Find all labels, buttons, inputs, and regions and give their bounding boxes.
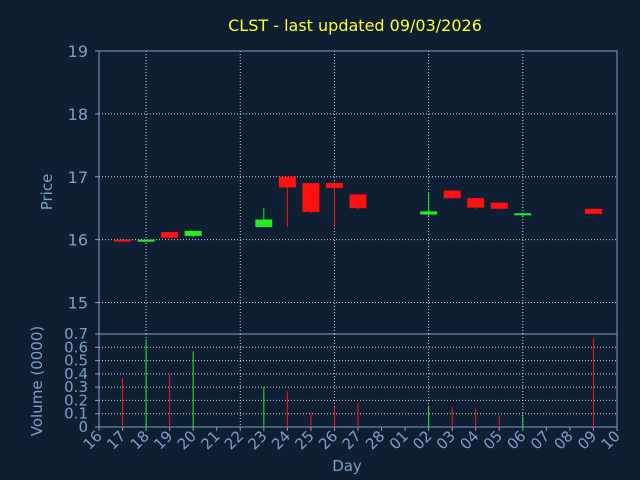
- candle-body: [584, 208, 602, 214]
- x-ticks: 1617181920212223242526272801020304050607…: [80, 427, 624, 453]
- x-tick-label: 26: [315, 427, 341, 453]
- x-tick-label: 04: [456, 427, 482, 453]
- volume-tick-label: 0: [78, 418, 88, 436]
- price-tick-label: 19: [68, 42, 88, 61]
- candle-body: [161, 232, 179, 238]
- volume-tick-label: 0.5: [64, 352, 88, 370]
- volume-tick-label: 0.3: [64, 378, 88, 396]
- candle-body: [467, 198, 485, 208]
- price-tick-label: 16: [68, 231, 88, 250]
- x-tick-label: 28: [362, 427, 388, 453]
- x-tick-label: 22: [221, 427, 247, 453]
- price-tick-label: 17: [68, 168, 88, 187]
- x-tick-label: 17: [103, 427, 129, 453]
- candle-body: [184, 230, 202, 236]
- candle-body: [325, 183, 343, 189]
- price-panel: 15 16 17 18 19 Price: [38, 42, 618, 335]
- price-plot-frame: [98, 50, 618, 335]
- x-tick-label: 03: [433, 427, 459, 453]
- volume-axis-label: Volume (0000): [28, 326, 46, 436]
- candles: [114, 176, 602, 243]
- candle-body: [443, 190, 461, 199]
- chart-title: CLST - last updated 09/03/2026: [228, 16, 482, 35]
- candle-body: [490, 202, 508, 209]
- price-tick-label: 18: [68, 105, 88, 124]
- volume-bars: [122, 337, 594, 427]
- volume-y-ticks: 00.10.20.30.40.50.60.7: [64, 325, 99, 436]
- candle-body: [255, 219, 273, 228]
- x-tick-label: 19: [150, 427, 176, 453]
- volume-tick-label: 0.1: [64, 405, 88, 423]
- x-tick-label: 01: [386, 427, 412, 453]
- x-tick-label: 09: [574, 427, 600, 453]
- x-tick-label: 07: [527, 427, 553, 453]
- price-tick-label: 15: [68, 294, 88, 313]
- x-tick-label: 21: [197, 427, 223, 453]
- volume-tick-label: 0.7: [64, 325, 88, 343]
- candle-body: [137, 239, 155, 242]
- x-tick-label: 27: [339, 427, 365, 453]
- x-tick-label: 23: [244, 427, 270, 453]
- candle-body: [278, 176, 296, 188]
- x-tick-label: 25: [292, 427, 318, 453]
- volume-panel: 00.10.20.30.40.50.60.7 Volume (0000): [28, 325, 618, 436]
- volume-tick-label: 0.2: [64, 391, 88, 409]
- candle-body: [514, 213, 532, 216]
- volume-tick-label: 0.4: [64, 365, 88, 383]
- candle-body: [114, 239, 132, 242]
- x-tick-label: 06: [503, 427, 529, 453]
- x-tick-label: 18: [127, 427, 153, 453]
- x-tick-label: 20: [174, 427, 200, 453]
- x-axis-label: Day: [332, 457, 362, 475]
- candle-body: [302, 183, 320, 212]
- x-tick-label: 05: [480, 427, 506, 453]
- price-grid: [99, 51, 617, 334]
- candle-body: [349, 194, 367, 209]
- price-y-ticks: 15 16 17 18 19: [68, 42, 99, 313]
- price-axis-label: Price: [38, 174, 56, 211]
- x-tick-label: 24: [268, 427, 294, 453]
- x-tick-label: 08: [551, 427, 577, 453]
- x-tick-label: 10: [598, 427, 624, 453]
- volume-tick-label: 0.6: [64, 338, 88, 356]
- x-tick-label: 02: [409, 427, 435, 453]
- candle-body: [420, 211, 438, 215]
